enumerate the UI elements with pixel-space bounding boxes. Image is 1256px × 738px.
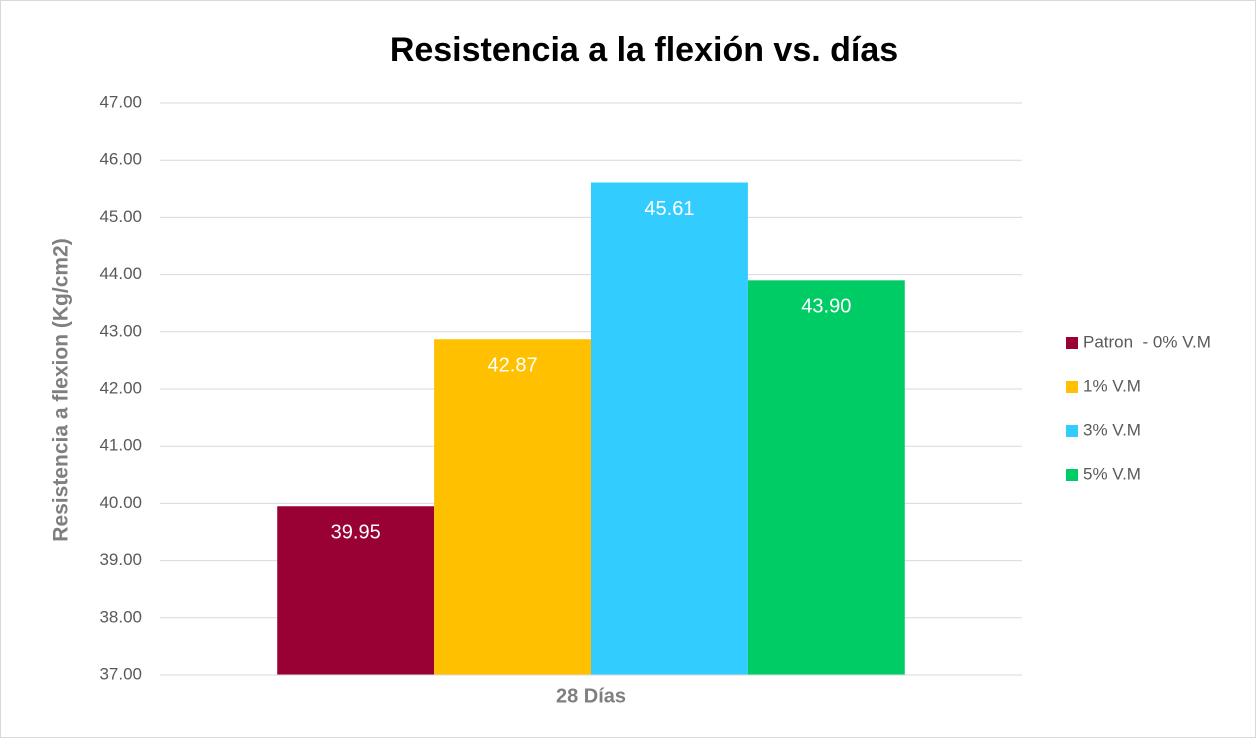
bar [747, 280, 905, 675]
y-tick-label: 43.00 [99, 321, 142, 340]
legend-label: Patron - 0% V.M [1083, 332, 1211, 351]
y-tick-label: 38.00 [99, 607, 142, 626]
data-label: 43.90 [801, 296, 851, 318]
data-label: 45.61 [644, 198, 694, 220]
legend-label: 3% V.M [1083, 420, 1141, 439]
legend-swatch [1066, 425, 1078, 437]
chart-title: Resistencia a la flexión vs. días [390, 31, 898, 69]
y-tick-label: 45.00 [99, 207, 142, 226]
y-axis-label: Resistencia a flexion (Kg/cm2) [50, 238, 73, 541]
legend-swatch [1066, 469, 1078, 481]
legend-swatch [1066, 337, 1078, 349]
y-tick-label: 39.00 [99, 550, 142, 569]
y-tick-label: 37.00 [99, 664, 142, 683]
legend-label: 5% V.M [1083, 464, 1141, 483]
legend-swatch [1066, 381, 1078, 393]
y-tick-label: 40.00 [99, 493, 142, 512]
y-tick-label: 47.00 [99, 92, 142, 111]
y-tick-label: 42.00 [99, 378, 142, 397]
data-label: 39.95 [331, 522, 381, 544]
legend-label: 1% V.M [1083, 376, 1141, 395]
bar [434, 339, 591, 675]
bar [277, 506, 435, 675]
data-label: 42.87 [488, 355, 538, 377]
x-tick-label: 28 Días [556, 685, 626, 707]
bar [591, 182, 748, 675]
y-tick-label: 44.00 [99, 264, 142, 283]
y-tick-label: 46.00 [99, 150, 142, 169]
y-tick-label: 41.00 [99, 436, 142, 455]
